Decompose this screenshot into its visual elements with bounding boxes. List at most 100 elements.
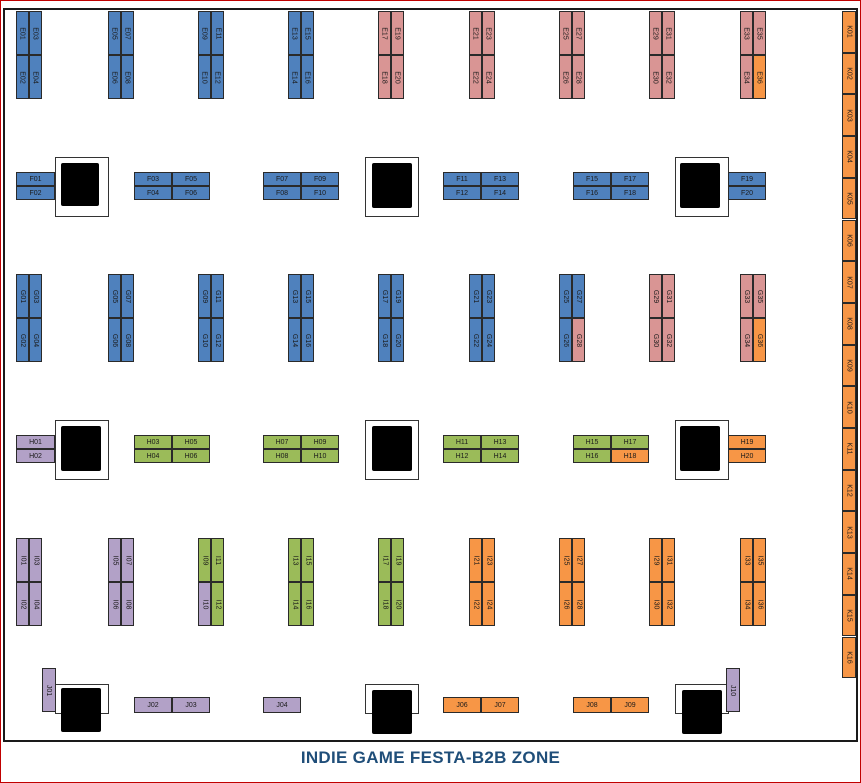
booth-i21[interactable]: I21 xyxy=(469,538,482,582)
booth-i04[interactable]: I04 xyxy=(29,582,42,626)
booth-k13[interactable]: K13 xyxy=(842,511,856,554)
booth-e24[interactable]: E24 xyxy=(482,55,495,99)
booth-f07[interactable]: F07 xyxy=(263,172,301,186)
booth-h11[interactable]: H11 xyxy=(443,435,481,449)
booth-i02[interactable]: I02 xyxy=(16,582,29,626)
booth-f02[interactable]: F02 xyxy=(16,186,55,200)
booth-h06[interactable]: H06 xyxy=(172,449,210,463)
booth-i03[interactable]: I03 xyxy=(29,538,42,582)
booth-f09[interactable]: F09 xyxy=(301,172,339,186)
booth-e06[interactable]: E06 xyxy=(108,55,121,99)
booth-i30[interactable]: I30 xyxy=(649,582,662,626)
booth-i12[interactable]: I12 xyxy=(211,582,224,626)
booth-k12[interactable]: K12 xyxy=(842,469,856,512)
booth-i14[interactable]: I14 xyxy=(288,582,301,626)
booth-i17[interactable]: I17 xyxy=(378,538,391,582)
booth-g32[interactable]: G32 xyxy=(662,318,675,362)
booth-h13[interactable]: H13 xyxy=(481,435,519,449)
booth-j09[interactable]: J09 xyxy=(611,697,649,713)
booth-f11[interactable]: F11 xyxy=(443,172,481,186)
booth-j03[interactable]: J03 xyxy=(172,697,210,713)
booth-i06[interactable]: I06 xyxy=(108,582,121,626)
booth-e22[interactable]: E22 xyxy=(469,55,482,99)
booth-f20[interactable]: F20 xyxy=(728,186,766,200)
booth-e15[interactable]: E15 xyxy=(301,11,314,55)
booth-h05[interactable]: H05 xyxy=(172,435,210,449)
booth-g14[interactable]: G14 xyxy=(288,318,301,362)
booth-h17[interactable]: H17 xyxy=(611,435,649,449)
booth-k15[interactable]: K15 xyxy=(842,594,856,637)
booth-i22[interactable]: I22 xyxy=(469,582,482,626)
booth-g08[interactable]: G08 xyxy=(121,318,134,362)
booth-i09[interactable]: I09 xyxy=(198,538,211,582)
booth-g26[interactable]: G26 xyxy=(559,318,572,362)
booth-i18[interactable]: I18 xyxy=(378,582,391,626)
booth-e31[interactable]: E31 xyxy=(662,11,675,55)
booth-e09[interactable]: E09 xyxy=(198,11,211,55)
booth-e19[interactable]: E19 xyxy=(391,11,404,55)
booth-g28[interactable]: G28 xyxy=(572,318,585,362)
booth-i25[interactable]: I25 xyxy=(559,538,572,582)
booth-g06[interactable]: G06 xyxy=(108,318,121,362)
booth-g33[interactable]: G33 xyxy=(740,274,753,318)
booth-i31[interactable]: I31 xyxy=(662,538,675,582)
booth-j06[interactable]: J06 xyxy=(443,697,481,713)
booth-f05[interactable]: F05 xyxy=(172,172,210,186)
booth-e16[interactable]: E16 xyxy=(301,55,314,99)
booth-j10[interactable]: J10 xyxy=(726,668,740,712)
booth-g15[interactable]: G15 xyxy=(301,274,314,318)
booth-g10[interactable]: G10 xyxy=(198,318,211,362)
booth-i01[interactable]: I01 xyxy=(16,538,29,582)
booth-i29[interactable]: I29 xyxy=(649,538,662,582)
booth-g35[interactable]: G35 xyxy=(753,274,766,318)
booth-e03[interactable]: E03 xyxy=(29,11,42,55)
booth-h01[interactable]: H01 xyxy=(16,435,55,449)
booth-g29[interactable]: G29 xyxy=(649,274,662,318)
booth-g02[interactable]: G02 xyxy=(16,318,29,362)
booth-f19[interactable]: F19 xyxy=(728,172,766,186)
booth-g24[interactable]: G24 xyxy=(482,318,495,362)
booth-i26[interactable]: I26 xyxy=(559,582,572,626)
booth-k08[interactable]: K08 xyxy=(842,302,856,345)
booth-i32[interactable]: I32 xyxy=(662,582,675,626)
booth-g19[interactable]: G19 xyxy=(391,274,404,318)
booth-e12[interactable]: E12 xyxy=(211,55,224,99)
booth-j08[interactable]: J08 xyxy=(573,697,611,713)
booth-g20[interactable]: G20 xyxy=(391,318,404,362)
booth-i08[interactable]: I08 xyxy=(121,582,134,626)
booth-h19[interactable]: H19 xyxy=(728,435,766,449)
booth-g30[interactable]: G30 xyxy=(649,318,662,362)
booth-k02[interactable]: K02 xyxy=(842,52,856,95)
booth-f08[interactable]: F08 xyxy=(263,186,301,200)
booth-g01[interactable]: G01 xyxy=(16,274,29,318)
booth-f04[interactable]: F04 xyxy=(134,186,172,200)
booth-i36[interactable]: I36 xyxy=(753,582,766,626)
booth-k14[interactable]: K14 xyxy=(842,553,856,595)
booth-g12[interactable]: G12 xyxy=(211,318,224,362)
booth-e14[interactable]: E14 xyxy=(288,55,301,99)
booth-j02[interactable]: J02 xyxy=(134,697,172,713)
booth-i27[interactable]: I27 xyxy=(572,538,585,582)
booth-f06[interactable]: F06 xyxy=(172,186,210,200)
booth-e25[interactable]: E25 xyxy=(559,11,572,55)
booth-e11[interactable]: E11 xyxy=(211,11,224,55)
booth-i34[interactable]: I34 xyxy=(740,582,753,626)
booth-e35[interactable]: E35 xyxy=(753,11,766,55)
booth-e27[interactable]: E27 xyxy=(572,11,585,55)
booth-e13[interactable]: E13 xyxy=(288,11,301,55)
booth-i11[interactable]: I11 xyxy=(211,538,224,582)
booth-e02[interactable]: E02 xyxy=(16,55,29,99)
booth-h03[interactable]: H03 xyxy=(134,435,172,449)
booth-h15[interactable]: H15 xyxy=(573,435,611,449)
booth-i35[interactable]: I35 xyxy=(753,538,766,582)
booth-i15[interactable]: I15 xyxy=(301,538,314,582)
booth-e29[interactable]: E29 xyxy=(649,11,662,55)
booth-e10[interactable]: E10 xyxy=(198,55,211,99)
booth-g17[interactable]: G17 xyxy=(378,274,391,318)
booth-f13[interactable]: F13 xyxy=(481,172,519,186)
booth-e28[interactable]: E28 xyxy=(572,55,585,99)
booth-g09[interactable]: G09 xyxy=(198,274,211,318)
booth-g22[interactable]: G22 xyxy=(469,318,482,362)
booth-f16[interactable]: F16 xyxy=(573,186,611,200)
booth-e17[interactable]: E17 xyxy=(378,11,391,55)
